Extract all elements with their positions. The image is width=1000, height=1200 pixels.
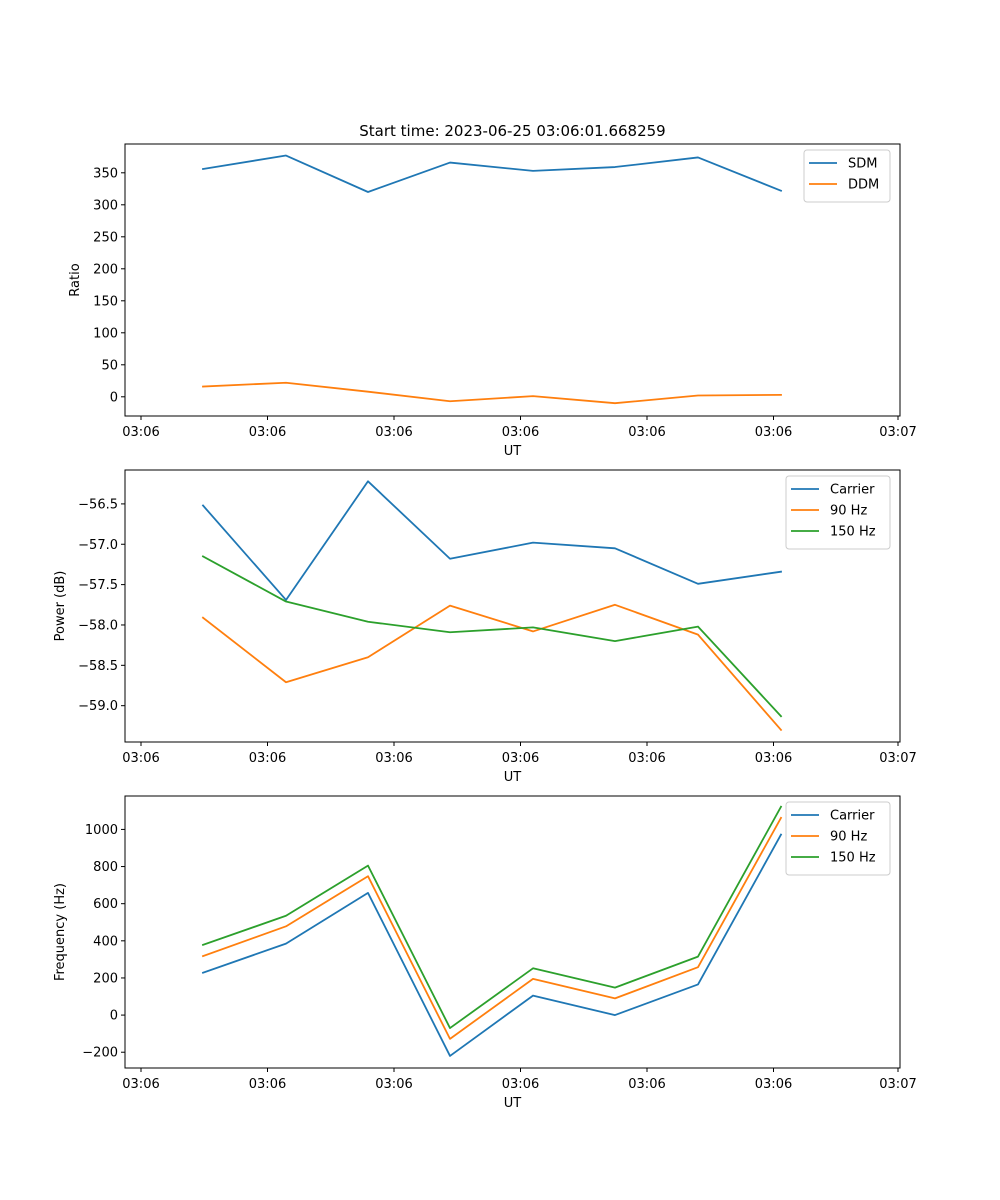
legend-label: Carrier [830, 483, 875, 498]
x-tick-label: 03:06 [628, 425, 665, 440]
y-axis-label: Power (dB) [53, 571, 68, 642]
axes-frame [124, 795, 901, 1069]
x-axis-label: UT [504, 770, 522, 785]
x-tick-label: 03:06 [755, 1077, 792, 1092]
y-tick-label: 400 [93, 934, 118, 949]
legend-label: 90 Hz [830, 504, 867, 519]
y-tick-label: 300 [93, 198, 118, 213]
x-tick-label: 03:06 [628, 751, 665, 766]
y-tick-label: −56.5 [78, 497, 118, 512]
series-line-carrier [201, 833, 783, 1057]
y-tick-label: 800 [93, 860, 118, 875]
x-axis-label: UT [504, 1096, 522, 1111]
x-tick-label: 03:07 [879, 425, 916, 440]
x-tick-label: 03:06 [122, 425, 159, 440]
y-tick-label: −59.0 [78, 699, 118, 714]
x-tick-label: 03:06 [122, 1077, 159, 1092]
y-tick-label: 0 [110, 390, 118, 405]
y-tick-label: 1000 [85, 823, 118, 838]
legend-label: 90 Hz [830, 830, 867, 845]
legend: SDM DDM [803, 149, 891, 203]
legend-label: Carrier [830, 809, 875, 824]
series-line-90-hz [201, 816, 783, 1040]
y-tick-label: 250 [93, 230, 118, 245]
x-tick-label: 03:07 [879, 751, 916, 766]
series-line-carrier [201, 480, 783, 601]
x-tick-label: 03:06 [502, 425, 539, 440]
legend: Carrier 90 Hz 150 Hz [785, 801, 891, 876]
y-tick-label: −57.0 [78, 538, 118, 553]
panel-1: 03:06 03:06 03:06 03:06 03:06 03:06 03:07 0 50 10… [68, 122, 917, 459]
y-tick-label: 200 [93, 262, 118, 277]
legend: Carrier 90 Hz 150 Hz [785, 475, 891, 550]
x-tick-label: 03:06 [249, 425, 286, 440]
y-axis-label: Frequency (Hz) [53, 883, 68, 981]
x-tick-label: 03:06 [628, 1077, 665, 1092]
series-line-150-hz [201, 555, 783, 718]
y-tick-label: 100 [93, 326, 118, 341]
y-tick-label: −57.5 [78, 578, 118, 593]
panel-2: 03:06 03:06 03:06 03:06 03:06 03:06 03:07 −59.0… [53, 469, 917, 785]
x-tick-label: 03:06 [755, 751, 792, 766]
y-tick-label: −58.0 [78, 618, 118, 633]
x-tick-label: 03:06 [122, 751, 159, 766]
x-tick-label: 03:06 [755, 425, 792, 440]
x-tick-label: 03:06 [502, 751, 539, 766]
x-tick-label: 03:06 [375, 425, 412, 440]
x-tick-label: 03:06 [249, 1077, 286, 1092]
x-axis-label: UT [504, 444, 522, 459]
x-tick-label: 03:06 [375, 1077, 412, 1092]
y-tick-label: 0 [110, 1009, 118, 1024]
series-line-90-hz [201, 603, 783, 732]
y-tick-label: 600 [93, 897, 118, 912]
legend-label: DDM [848, 178, 879, 193]
legend-label: 150 Hz [830, 525, 876, 540]
y-tick-label: −58.5 [78, 659, 118, 674]
y-axis-label: Ratio [68, 263, 83, 296]
axes-frame [124, 143, 901, 417]
series-line-sdm [201, 154, 783, 193]
legend-label: 150 Hz [830, 851, 876, 866]
x-tick-label: 03:06 [375, 751, 412, 766]
y-tick-label: 150 [93, 294, 118, 309]
y-tick-label: −200 [82, 1046, 118, 1061]
y-tick-label: 350 [93, 166, 118, 181]
series-line-ddm [202, 381, 782, 405]
panel-3: 03:06 03:06 03:06 03:06 03:06 03:06 03:07 −200 0… [53, 795, 917, 1111]
series-line-150-hz [201, 805, 783, 1029]
chart-title: Start time: 2023-06-25 03:06:01.668259 [359, 122, 665, 140]
legend-label: SDM [848, 157, 877, 172]
y-tick-label: 50 [101, 358, 118, 373]
x-tick-label: 03:06 [249, 751, 286, 766]
axes-frame [124, 469, 901, 743]
x-tick-label: 03:06 [502, 1077, 539, 1092]
y-tick-label: 200 [93, 971, 118, 986]
x-tick-label: 03:07 [879, 1077, 916, 1092]
